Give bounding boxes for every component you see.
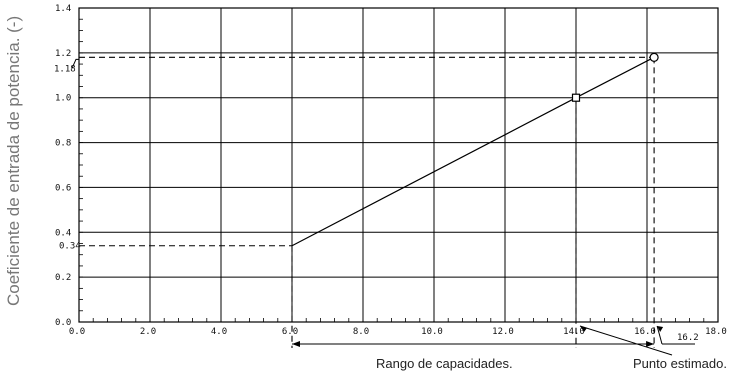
series-line: [291, 56, 655, 247]
x-tick-label: 4.0: [211, 327, 227, 337]
estimate-leader: [579, 325, 673, 356]
y-axis-title: Coeficiente de entrada de potencia. (-): [4, 15, 23, 306]
y-value-callout-high: 1.18: [54, 64, 76, 74]
y-high-leader: [71, 58, 79, 69]
x-tick-label: 8.0: [353, 327, 369, 337]
x-tick-label: 16.0: [634, 327, 656, 337]
capacity-range-arrowhead-left: [292, 341, 300, 347]
capacity-range-label: Rango de capacidades.: [376, 356, 513, 371]
estimate-leader-arrowhead: [580, 326, 587, 332]
estimated-point-label: Punto estimado.: [633, 356, 727, 371]
x-callout-arrowhead: [657, 326, 664, 332]
x-callout-leader: [656, 325, 663, 345]
capacity-range-arrowhead-right: [646, 341, 655, 347]
y-tick-label: 1.0: [55, 94, 71, 104]
y-tick-label: 0.2: [55, 273, 71, 283]
x-value-callout: 16.2: [677, 333, 699, 343]
y-tick-label: 0.8: [55, 139, 71, 149]
x-tick-label: 6.0: [282, 327, 298, 337]
x-tick-label: 2.0: [140, 327, 156, 337]
y-tick-label: 0.0: [55, 318, 71, 328]
y-tick-label: 1.2: [55, 49, 71, 59]
square-marker: [571, 93, 581, 102]
y-value-callout-low: 0.34: [59, 242, 81, 252]
plot-frame: [78, 7, 719, 323]
x-tick-label: 18.0: [705, 327, 727, 337]
x-tick-label: 10.0: [421, 327, 443, 337]
x-tick-label: 12.0: [492, 327, 514, 337]
circle-marker: [649, 52, 659, 62]
x-tick-label: 14.0: [563, 327, 585, 337]
y-tick-label: 0.6: [55, 183, 71, 193]
y-tick-label: 1.4: [55, 4, 71, 14]
x-tick-label: 0.0: [69, 327, 85, 337]
y-tick-label: 0.4: [55, 228, 71, 238]
